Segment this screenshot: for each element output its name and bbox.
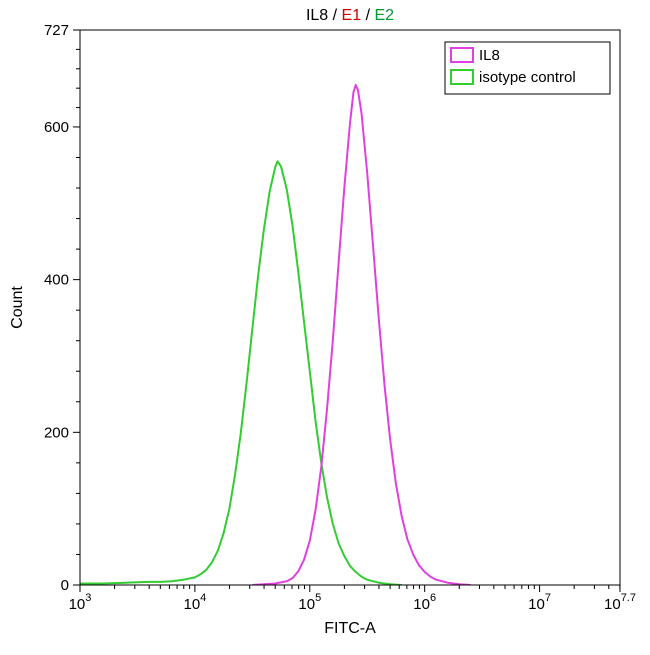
- svg-text:600: 600: [44, 119, 69, 136]
- svg-text:Count: Count: [9, 286, 26, 329]
- svg-text:106: 106: [413, 592, 436, 613]
- svg-text:727: 727: [44, 22, 69, 39]
- chart-container: 0 200 400 600 727 Count 103 104 105 106 107 107.7 FI…: [0, 0, 650, 655]
- flow-cytometry-histogram: 0 200 400 600 727 Count 103 104 105 106 107 107.7 FI…: [0, 0, 650, 655]
- svg-text:107: 107: [528, 592, 551, 613]
- svg-text:0: 0: [61, 577, 69, 594]
- svg-text:400: 400: [44, 272, 69, 289]
- svg-text:isotype control: isotype control: [479, 69, 576, 86]
- svg-text:104: 104: [183, 592, 206, 613]
- svg-text:105: 105: [298, 592, 321, 613]
- svg-text:107.7: 107.7: [604, 592, 636, 613]
- svg-text:FITC-A: FITC-A: [324, 620, 376, 637]
- svg-text:200: 200: [44, 424, 69, 441]
- svg-text:IL8 / E1 / E2: IL8 / E1 / E2: [306, 7, 394, 24]
- svg-text:103: 103: [69, 592, 92, 613]
- svg-text:IL8: IL8: [479, 47, 500, 64]
